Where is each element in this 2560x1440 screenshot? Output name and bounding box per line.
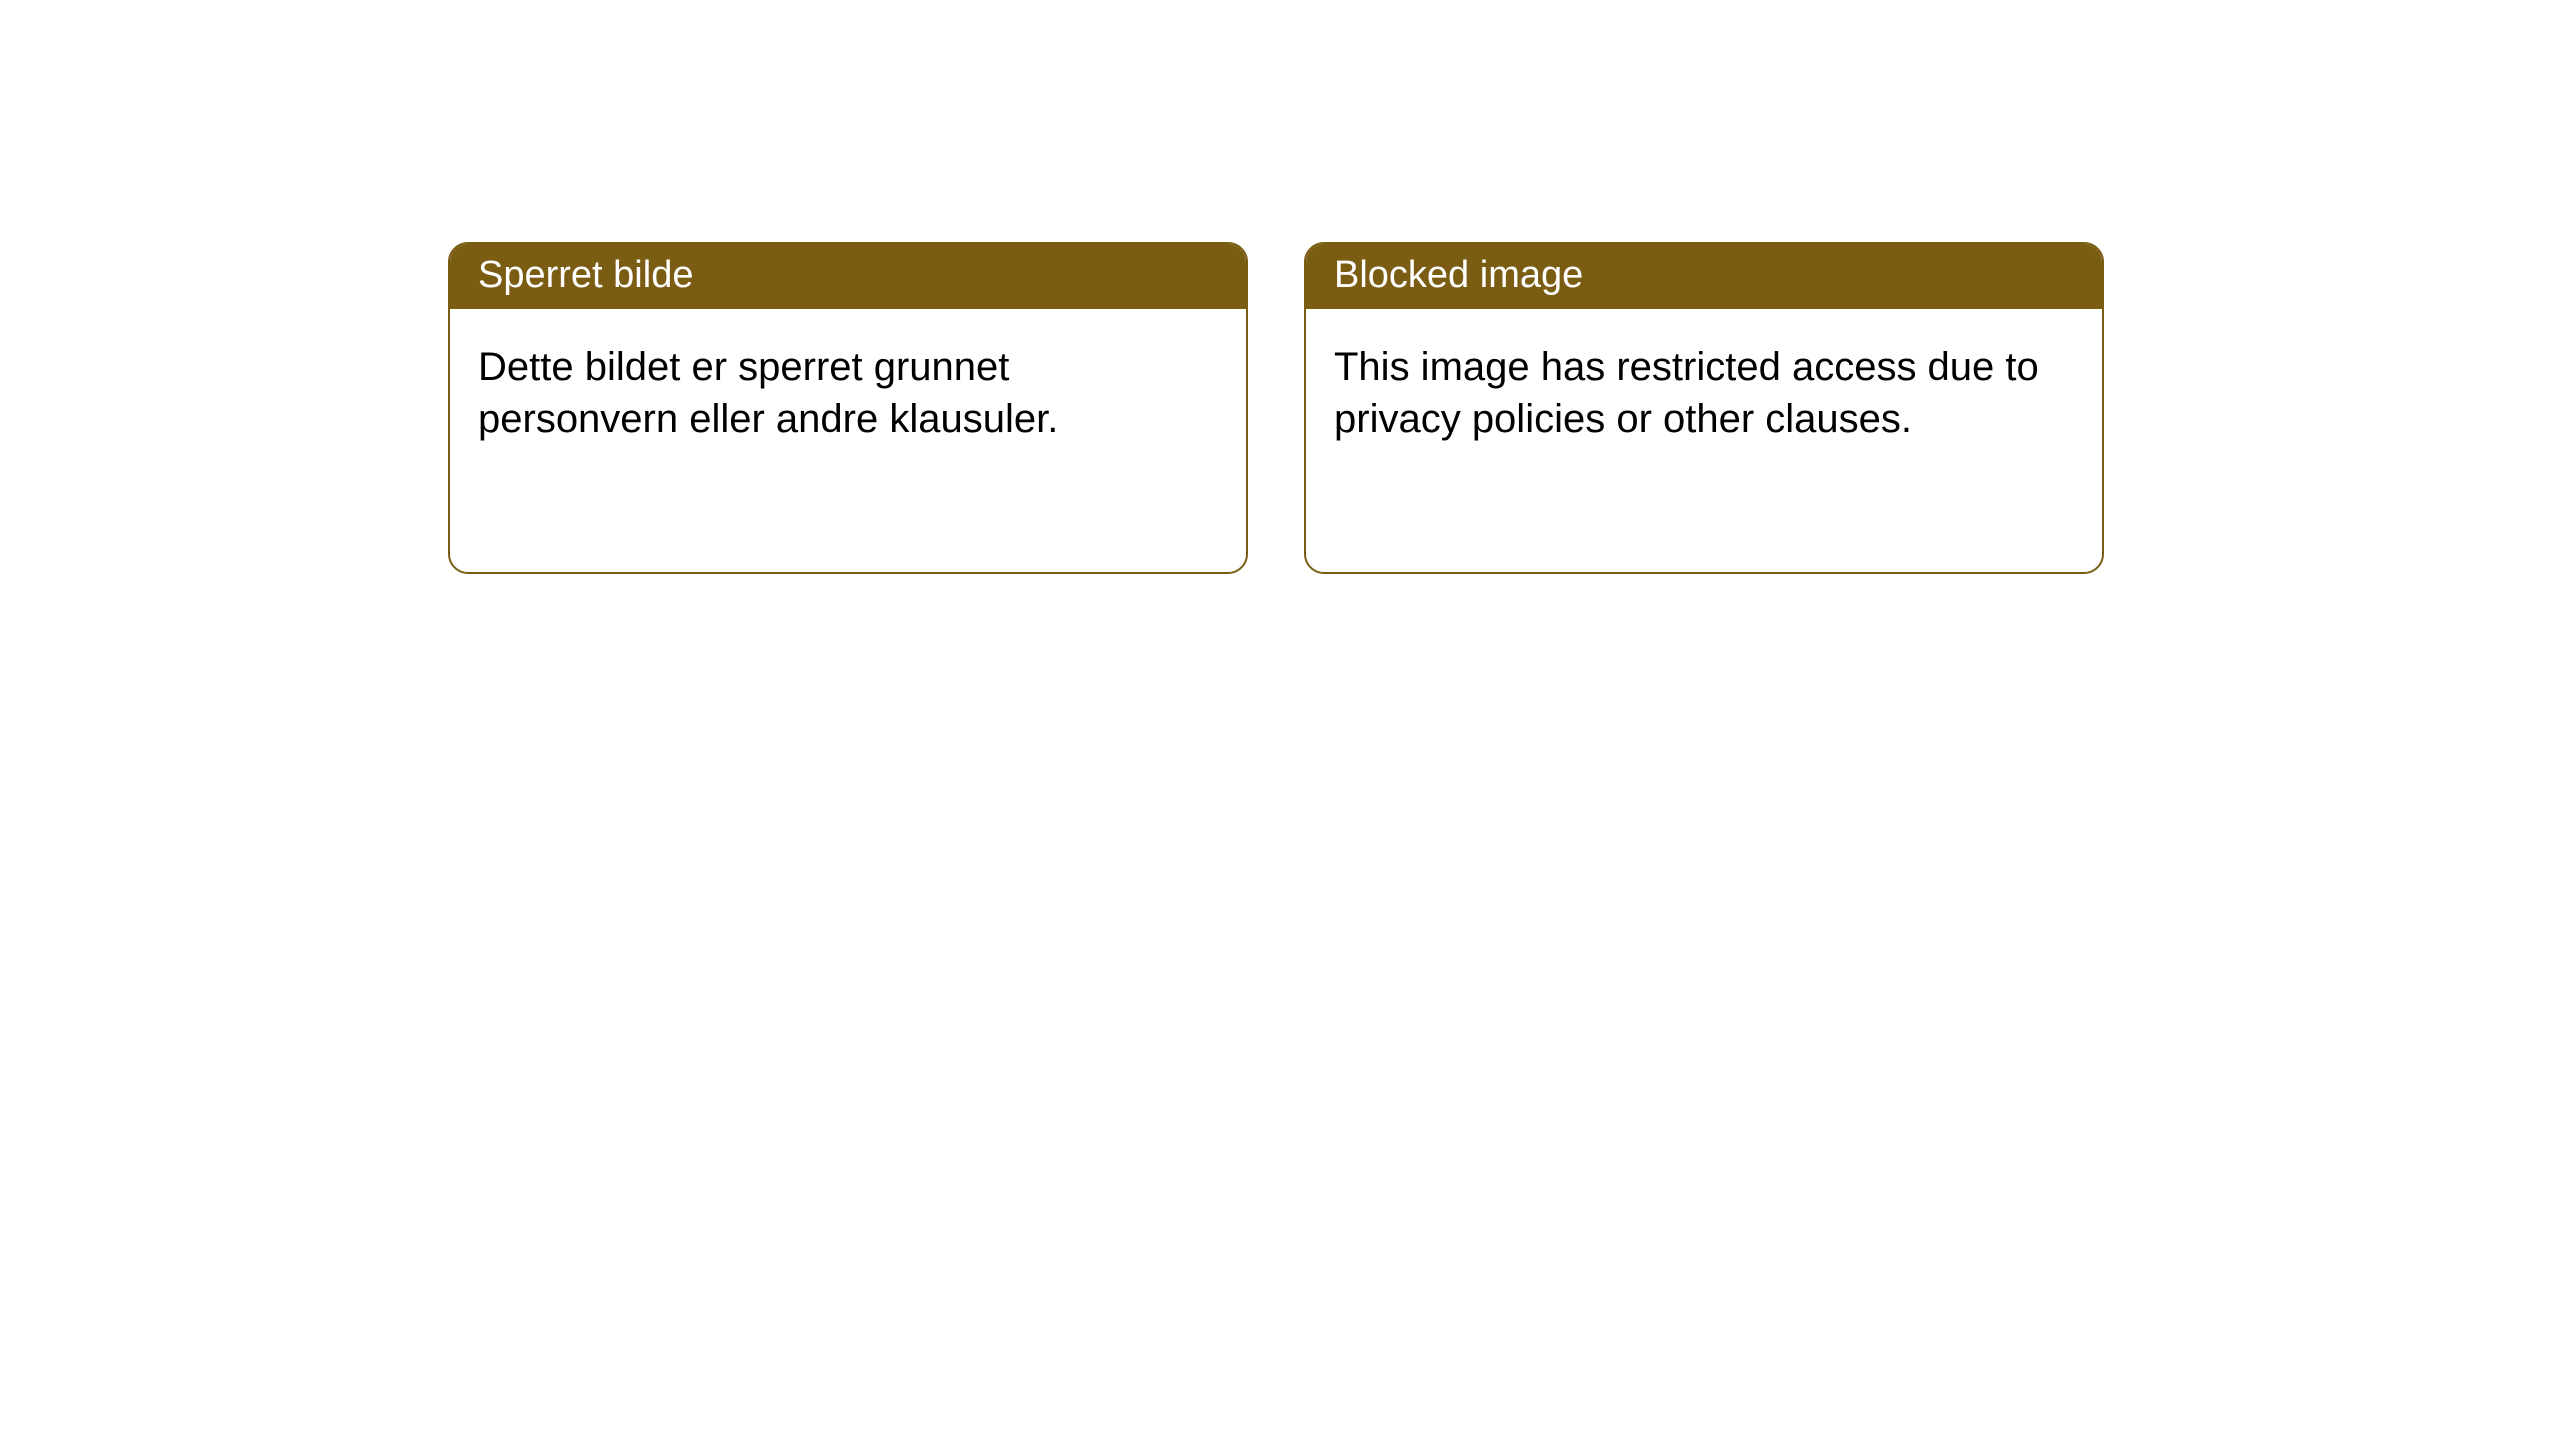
- card-body: This image has restricted access due to …: [1306, 309, 2102, 477]
- card-body-text: Dette bildet er sperret grunnet personve…: [478, 345, 1058, 441]
- card-header: Sperret bilde: [450, 244, 1246, 309]
- card-title: Sperret bilde: [478, 254, 693, 296]
- blocked-image-card-no: Sperret bilde Dette bildet er sperret gr…: [448, 242, 1248, 574]
- card-header: Blocked image: [1306, 244, 2102, 309]
- card-title: Blocked image: [1334, 254, 1583, 296]
- card-body-text: This image has restricted access due to …: [1334, 345, 2039, 441]
- blocked-image-card-en: Blocked image This image has restricted …: [1304, 242, 2104, 574]
- card-container: Sperret bilde Dette bildet er sperret gr…: [0, 0, 2560, 574]
- card-body: Dette bildet er sperret grunnet personve…: [450, 309, 1246, 477]
